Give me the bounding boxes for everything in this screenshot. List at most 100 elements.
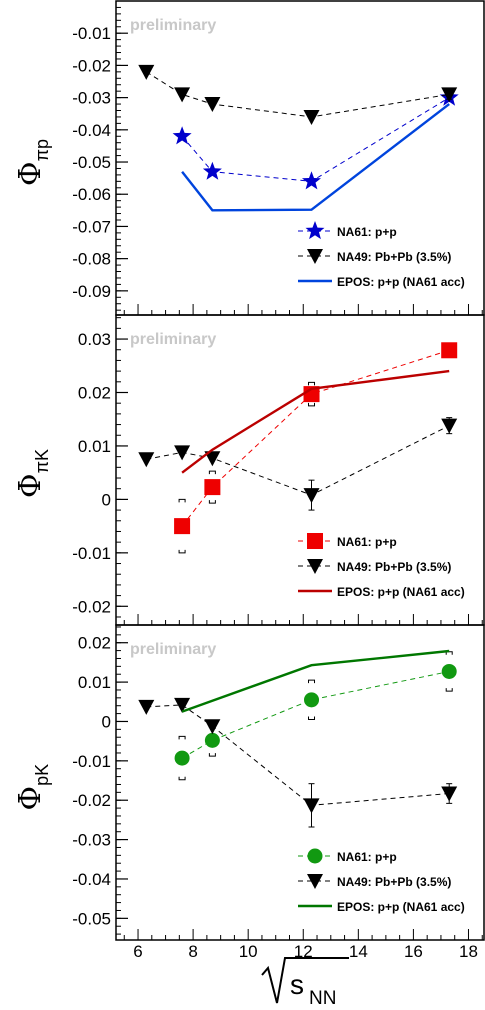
- legend: NA61: p+p NA49: Pb+Pb (3.5%) EPOS: p+p (NA…: [298, 221, 465, 289]
- legend-entry: EPOS: p+p (NA61 acc): [298, 585, 465, 599]
- legend-label: NA61: p+p: [337, 535, 397, 549]
- x-tick-label: 16: [404, 942, 423, 961]
- legend-marker: [307, 249, 323, 264]
- legend-entry: NA61: p+p: [298, 221, 397, 240]
- x-tick-label: 12: [294, 942, 313, 961]
- x-axis: 6 8 10 12 14 16 18: [133, 942, 478, 961]
- y-axis-label: ΦpK: [13, 764, 52, 811]
- series-3: [181, 649, 450, 713]
- legend-entry: EPOS: p+p (NA61 acc): [298, 900, 465, 914]
- series-2: [138, 697, 458, 828]
- x-axis-label-main: s: [290, 969, 304, 1000]
- preliminary-annotation: preliminary: [130, 331, 216, 348]
- syst-bracket: [178, 498, 186, 503]
- legend-marker: [307, 874, 323, 889]
- radical-sign: [261, 957, 349, 1004]
- y-tick-label: -0.02: [72, 56, 111, 75]
- series-3: [181, 369, 450, 474]
- data-point: [174, 697, 191, 713]
- data-point: [174, 518, 191, 535]
- y-tick-label: -0.05: [72, 909, 111, 928]
- data-point: [204, 479, 221, 496]
- data-point: [441, 663, 457, 679]
- syst-bracket: [208, 470, 216, 475]
- y-tick-label: -0.03: [72, 831, 111, 850]
- y-axis-label-symbol: Φ: [13, 161, 48, 186]
- series-line: [146, 71, 450, 118]
- data-point: [304, 692, 320, 708]
- data-point: [138, 699, 155, 715]
- legend-entry: NA49: Pb+Pb (3.5%): [298, 249, 451, 264]
- legend-label: NA61: p+p: [337, 850, 397, 864]
- legend-entry: NA49: Pb+Pb (3.5%): [298, 559, 451, 574]
- y-tick-label: 0.01: [78, 437, 111, 456]
- panel-frame: [115, 0, 485, 316]
- data-point: [204, 732, 220, 748]
- model-curve: [181, 649, 450, 713]
- y-tick-label: 0.02: [78, 384, 111, 403]
- x-tick-label: 18: [459, 942, 478, 961]
- y-tick-label: 0.02: [78, 634, 111, 653]
- series-line: [181, 97, 450, 182]
- y-tick-label: -0.04: [72, 121, 111, 140]
- legend-marker: [307, 559, 323, 574]
- legend-label: NA61: p+p: [337, 225, 397, 239]
- data-point: [174, 445, 191, 461]
- legend-marker: [307, 533, 323, 549]
- legend-label: EPOS: p+p (NA61 acc): [337, 275, 465, 289]
- syst-bracket: [178, 549, 186, 554]
- y-axis-label-subscript: πK: [32, 449, 52, 473]
- chart-panels: -0.01 -0.02 -0.03 -0.04 -0.05 -0.06 -0.07 -0.08…: [13, 0, 485, 941]
- y-tick-label: -0.08: [72, 250, 111, 269]
- legend-entry: NA49: Pb+Pb (3.5%): [298, 874, 451, 889]
- legend-marker: [307, 848, 323, 864]
- legend-entry: EPOS: p+p (NA61 acc): [298, 275, 465, 289]
- data-point: [174, 87, 191, 103]
- legend-label: NA49: Pb+Pb (3.5%): [337, 250, 451, 264]
- data-point: [303, 488, 320, 504]
- data-point: [441, 418, 458, 434]
- y-axis-label: Φπp: [13, 139, 52, 186]
- syst-bracket: [445, 688, 453, 692]
- data-point: [441, 87, 458, 103]
- data-point: [303, 109, 320, 125]
- panel-2: 0.03 0.02 0.01 0 -0.01 -0.02 ΦπK preliminary NA6…: [13, 314, 485, 626]
- y-axis-label-subscript: pK: [32, 764, 52, 786]
- series-line: [146, 425, 450, 496]
- panel-frame: [115, 314, 485, 626]
- x-tick-label: 6: [133, 942, 142, 961]
- syst-bracket: [178, 735, 186, 740]
- syst-bracket: [178, 776, 186, 781]
- data-point: [204, 451, 221, 467]
- data-point: [441, 342, 458, 359]
- series-line: [181, 671, 450, 759]
- y-axis-label-symbol: Φ: [13, 786, 48, 811]
- y-tick-label: 0: [102, 712, 111, 731]
- legend-label: EPOS: p+p (NA61 acc): [337, 585, 465, 599]
- y-tick-label: -0.05: [72, 153, 111, 172]
- data-point: [138, 452, 155, 468]
- legend-label: NA49: Pb+Pb (3.5%): [337, 875, 451, 889]
- y-tick-label: -0.02: [72, 791, 111, 810]
- data-point: [204, 97, 221, 113]
- y-tick-label: -0.02: [72, 597, 111, 616]
- legend-label: EPOS: p+p (NA61 acc): [337, 900, 465, 914]
- legend-entry: NA61: p+p: [298, 848, 397, 864]
- x-axis-label: s NN: [261, 957, 349, 1009]
- y-tick-label: 0.01: [78, 673, 111, 692]
- y-tick-label: -0.01: [72, 544, 111, 563]
- model-curve: [181, 369, 450, 474]
- series-2: [138, 417, 458, 511]
- y-tick-label: -0.09: [72, 282, 111, 301]
- x-tick-label: 14: [349, 942, 368, 961]
- data-point: [303, 798, 320, 814]
- syst-bracket: [308, 679, 316, 684]
- syst-bracket: [208, 500, 216, 504]
- series-line: [181, 349, 450, 527]
- data-point: [302, 171, 321, 190]
- series-2: [138, 64, 458, 125]
- x-axis-label-sub: NN: [309, 988, 336, 1009]
- y-tick-label: -0.01: [72, 752, 111, 771]
- x-tick-label: 10: [239, 942, 258, 961]
